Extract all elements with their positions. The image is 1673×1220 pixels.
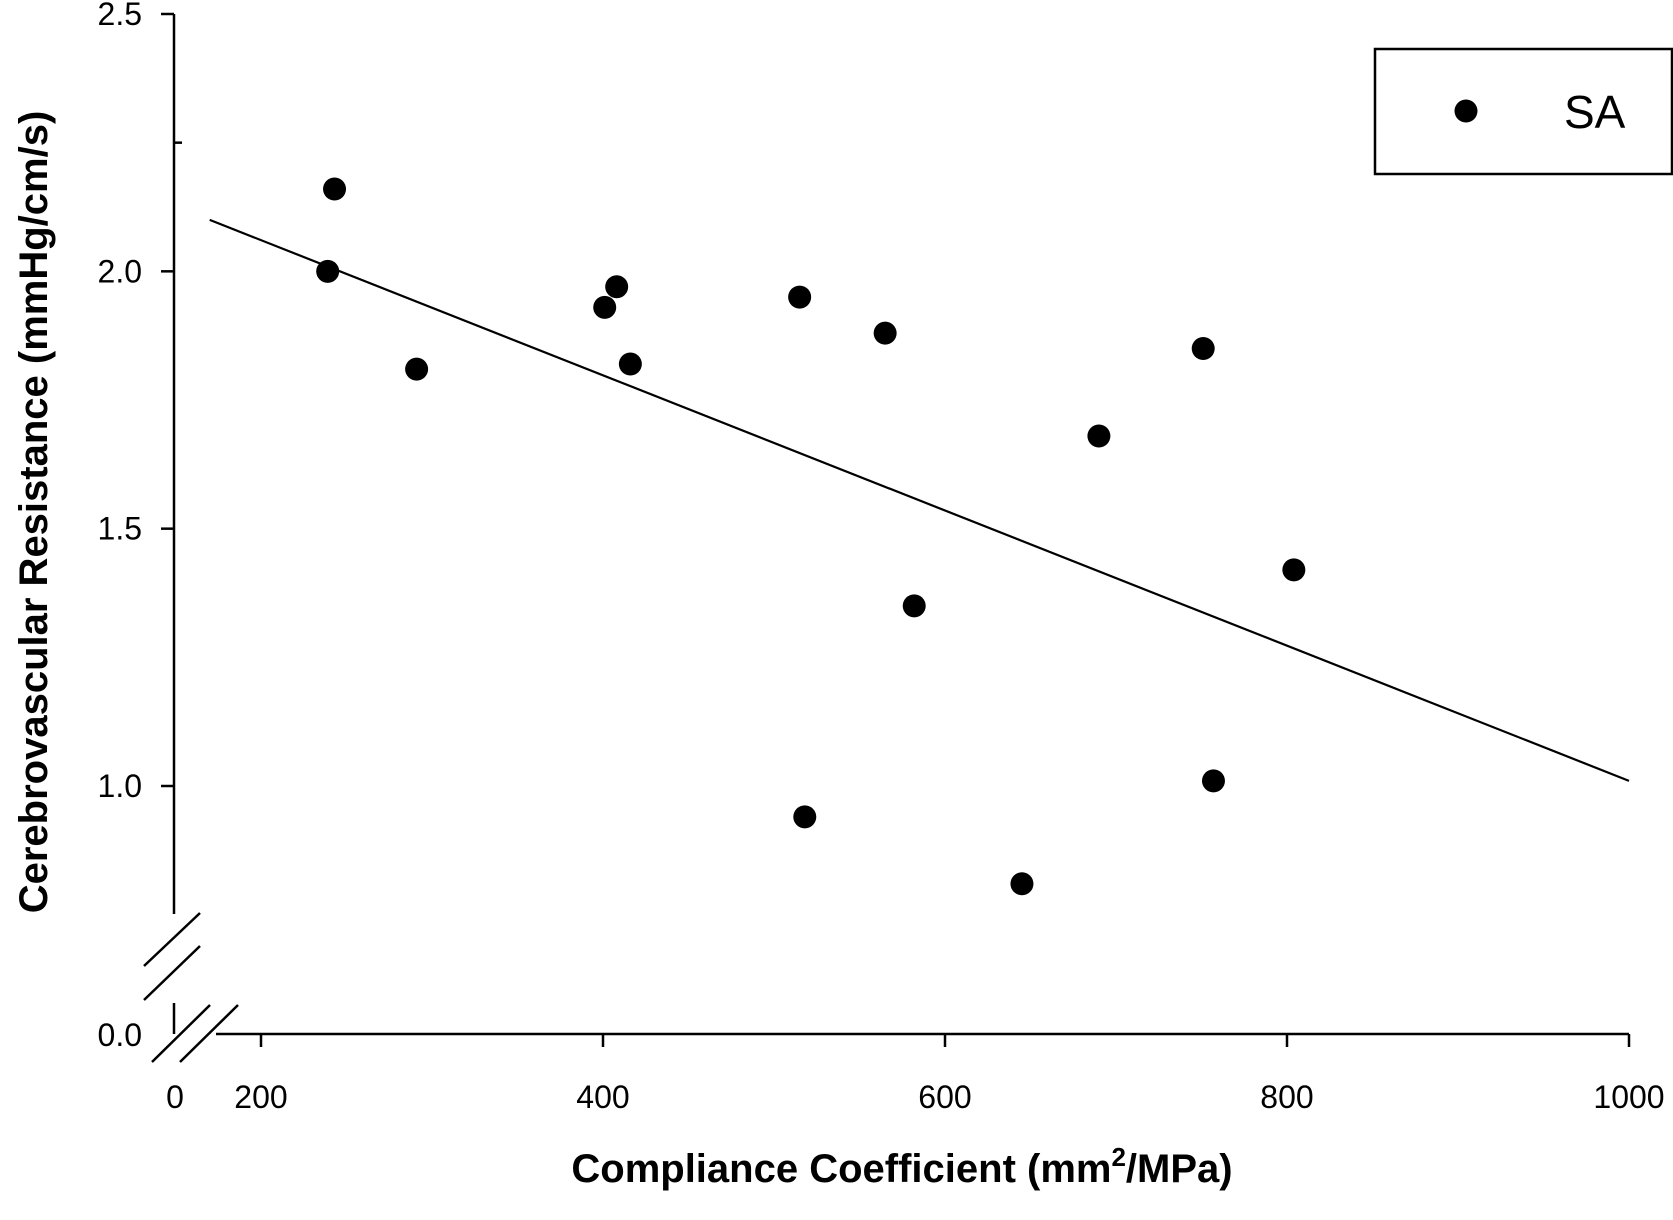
regression-line [209,218,1630,782]
data-point-2 [316,259,340,283]
legend-box [1373,47,1673,176]
x-tick-label-800: 800 [1260,1079,1313,1115]
data-point-14 [1201,769,1225,793]
legend: SA [1373,47,1673,176]
data-point-8 [793,805,817,829]
data-point-5 [605,275,629,299]
x-axis-title-end: /MPa) [1126,1147,1233,1191]
x-tick-label-400: 400 [576,1079,629,1115]
data-point-11 [1010,872,1034,896]
data-point-15 [1282,558,1306,582]
data-point-1 [323,177,347,201]
data-point-10 [902,594,926,618]
axes [143,14,1629,1063]
y-break-mark-1 [143,912,201,967]
data-point-9 [873,321,897,345]
y-tick-label-1: 1.0 [98,768,142,804]
data-points [316,177,1306,896]
y-tick-label-0: 0.0 [98,1017,142,1053]
legend-label-sa: SA [1564,86,1626,138]
y-tick-label-2: 2.0 [98,253,142,289]
data-point-7 [788,285,812,309]
x-tick-label-1000: 1000 [1593,1079,1664,1115]
x-ticks: 200 400 600 800 1000 0 [166,1034,1665,1115]
x-tick-label-600: 600 [918,1079,971,1115]
y-tick-label-2.5: 2.5 [98,0,142,32]
x-axis-title-superscript: 2 [1111,1142,1125,1172]
data-point-4 [593,295,617,319]
y-axis-title: Cerebrovascular Resistance (mmHg/cm/s) [12,111,56,914]
legend-marker-sa [1454,99,1478,123]
x-break-mark-2 [179,1004,239,1063]
x-tick-label-200: 200 [234,1079,287,1115]
x-axis-title-main: Compliance Coefficient (mm [571,1147,1111,1191]
y-break-mark-2 [143,945,201,1001]
data-point-6 [618,352,642,376]
y-ticks: 1.0 1.5 2.0 2.5 0.0 [98,0,182,1053]
data-point-3 [405,357,429,381]
x-break-mark-1 [151,1004,211,1063]
x-axis-title: Compliance Coefficient (mm2/MPa) [571,1142,1232,1191]
y-tick-label-1.5: 1.5 [98,511,142,547]
data-point-12 [1087,424,1111,448]
x-tick-label-0: 0 [166,1079,184,1115]
data-point-13 [1191,337,1215,361]
